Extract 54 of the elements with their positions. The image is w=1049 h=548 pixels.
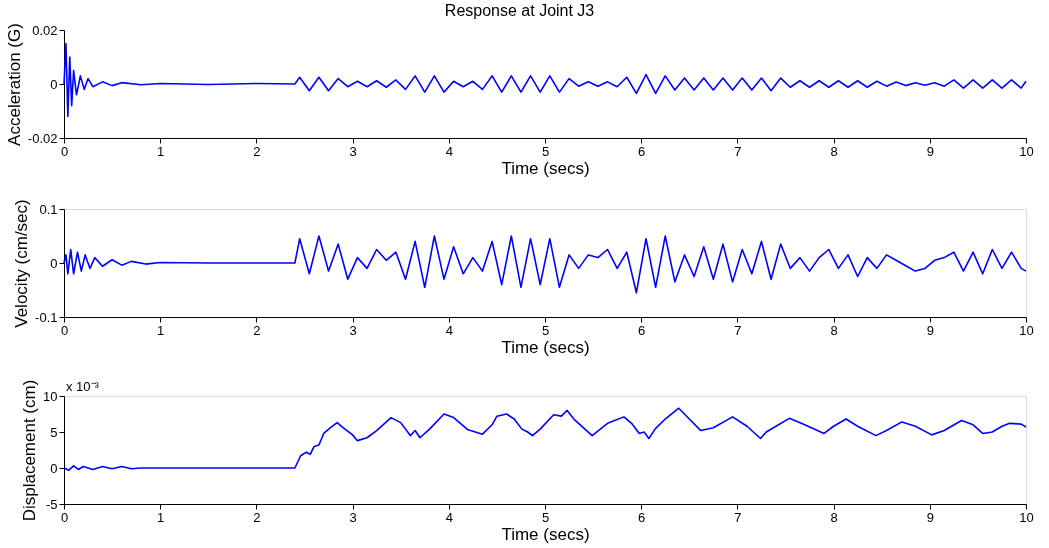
x-axis-title: Time (secs)	[501, 337, 590, 357]
line-series	[63, 235, 1027, 294]
x-tick-label: 7	[734, 509, 742, 525]
x-tick-label: 9	[926, 509, 934, 525]
x-tick-label: 3	[349, 143, 357, 159]
x-tick-label: 5	[541, 509, 550, 525]
x-tick-label: 6	[638, 509, 646, 525]
x-tick-label: 6	[638, 322, 646, 338]
x-tick-label: 0	[60, 509, 69, 525]
x-tick-label: 7	[734, 322, 742, 338]
x-tick-label: 8	[830, 509, 838, 525]
y-tick-label: 0	[50, 255, 58, 271]
line-series	[63, 42, 1027, 118]
y-axis-title: Velocity (cm/sec)	[12, 199, 32, 328]
x-tick-label: 0	[60, 322, 69, 338]
x-tick-label: 0	[60, 143, 69, 159]
x-tick-label: 7	[734, 143, 742, 159]
y-tick-label: -5	[45, 496, 58, 512]
x-tick-label: 3	[349, 509, 357, 525]
x-tick-label: 4	[445, 509, 453, 525]
x-tick-label: 5	[541, 143, 550, 159]
x-tick-label: 8	[830, 143, 838, 159]
y-axis-title: Acceleration (G)	[4, 23, 24, 146]
y-tick-label: 10	[43, 388, 58, 404]
x-tick-label: 8	[830, 322, 838, 338]
x-tick-label: 6	[638, 143, 646, 159]
y-axis-title: Displacement (cm)	[20, 379, 40, 522]
y-tick-label: 0	[50, 460, 58, 476]
text: x 10⁻³	[66, 379, 100, 394]
x-axis-title: Time (secs)	[501, 524, 590, 544]
x-tick-label: 5	[541, 322, 550, 338]
y-tick-label: 0	[50, 76, 58, 92]
x-tick-label: 10	[1019, 143, 1034, 159]
y-tick-label: 0.1	[39, 201, 58, 217]
chart-title: Response at Joint J3	[444, 1, 595, 19]
x-tick-label: 1	[157, 143, 165, 159]
line-series	[63, 407, 1027, 471]
x-axis-title: Time (secs)	[501, 158, 590, 178]
x-tick-label: 10	[1019, 322, 1034, 338]
x-tick-label: 9	[926, 143, 934, 159]
x-tick-label: 4	[445, 143, 453, 159]
x-tick-label: 2	[253, 509, 261, 525]
x-tick-label: 2	[253, 143, 261, 159]
y-tick-label: -0.02	[27, 130, 58, 146]
x-tick-label: 1	[157, 509, 165, 525]
x-tick-label: 1	[157, 322, 165, 338]
y-tick-label: 0.02	[32, 22, 58, 38]
y-tick-label: -0.1	[35, 309, 58, 325]
x-tick-label: 2	[253, 322, 261, 338]
x-tick-label: 9	[926, 322, 934, 338]
x-tick-label: 4	[445, 322, 453, 338]
y-tick-label: 5	[50, 424, 58, 440]
x-tick-label: 10	[1019, 509, 1034, 525]
x-tick-label: 3	[349, 322, 357, 338]
